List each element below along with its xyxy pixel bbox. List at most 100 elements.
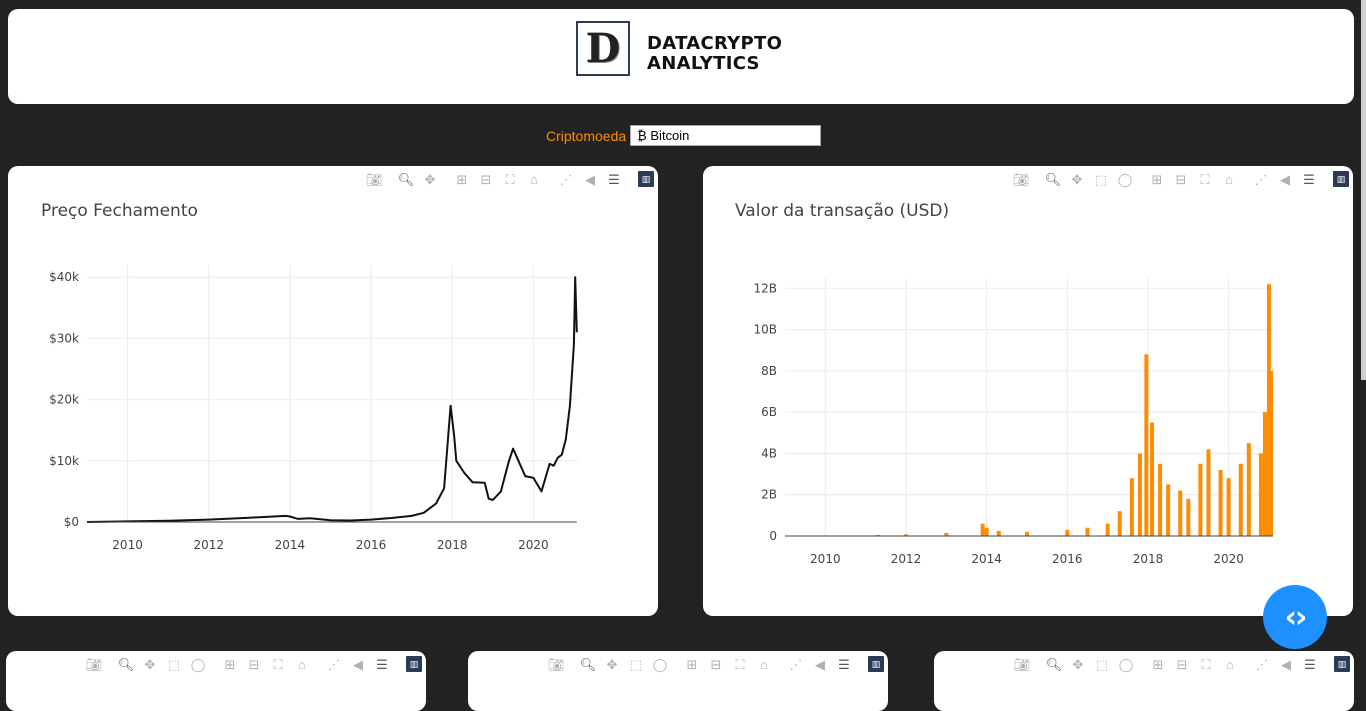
zoom-out-icon[interactable]: ⊟ — [710, 656, 722, 672]
transaction-bar[interactable] — [1117, 511, 1122, 536]
hover-closest-icon[interactable]: ◀ — [1280, 171, 1290, 187]
camera-icon[interactable]: 📷︎ — [547, 656, 565, 672]
zoom-in-icon[interactable]: ⊞ — [456, 171, 468, 187]
transaction-bar[interactable] — [1198, 463, 1203, 536]
spike-lines-icon[interactable]: ⋰ — [327, 656, 341, 672]
transaction-bar[interactable] — [1268, 370, 1273, 536]
zoom-in-icon[interactable]: ⊞ — [224, 656, 236, 672]
reset-axes-icon[interactable]: ⌂ — [1226, 656, 1234, 672]
transaction-bar[interactable] — [1206, 449, 1211, 536]
reset-axes-icon[interactable]: ⌂ — [760, 656, 768, 672]
transaction-bar[interactable] — [980, 523, 985, 536]
autoscale-icon[interactable]: ⛶ — [1200, 171, 1210, 187]
transaction-bar[interactable] — [1166, 484, 1171, 536]
plotly-logo-icon[interactable]: ▥ — [1334, 656, 1350, 672]
lasso-icon[interactable]: ◯ — [190, 656, 206, 672]
transaction-bar[interactable] — [996, 530, 1001, 536]
camera-icon[interactable]: 📷︎ — [1012, 171, 1030, 187]
transaction-bar[interactable] — [1105, 523, 1110, 536]
pan-icon[interactable]: ✥ — [1071, 171, 1083, 187]
reset-axes-icon[interactable]: ⌂ — [298, 656, 306, 672]
price-series-line[interactable] — [86, 276, 578, 523]
transaction-bar[interactable] — [944, 532, 949, 536]
autoscale-icon[interactable]: ⛶ — [735, 656, 745, 672]
plotly-logo-icon[interactable]: ▥ — [1333, 171, 1349, 187]
zoom-icon[interactable]: 🔍︎ — [579, 656, 597, 672]
zoom-icon[interactable]: 🔍︎ — [1044, 171, 1062, 187]
camera-icon[interactable]: 📷︎ — [85, 656, 103, 672]
transaction-bar[interactable] — [1065, 529, 1070, 536]
transaction-bar[interactable] — [1158, 463, 1163, 536]
x-tick-label: 2014 — [275, 538, 306, 552]
lasso-icon[interactable]: ◯ — [1117, 171, 1133, 187]
transaction-bar[interactable] — [1226, 478, 1231, 536]
zoom-in-icon[interactable]: ⊞ — [686, 656, 698, 672]
y-tick-label: 8B — [761, 364, 777, 378]
hover-closest-icon[interactable]: ◀ — [1281, 656, 1291, 672]
spike-lines-icon[interactable]: ⋰ — [559, 171, 573, 187]
hover-compare-icon[interactable]: ☰ — [608, 171, 620, 187]
transaction-bar[interactable] — [875, 534, 880, 536]
zoom-icon[interactable]: 🔍︎ — [117, 656, 135, 672]
transaction-bar[interactable] — [1266, 284, 1271, 536]
transaction-chart[interactable]: 2010 2012 2014 2016 2018 2020 0 2B 4B 6B 8B 10B 12B — [703, 166, 1353, 616]
zoom-in-icon[interactable]: ⊞ — [1151, 171, 1163, 187]
transaction-bar[interactable] — [1129, 478, 1134, 536]
zoom-out-icon[interactable]: ⊟ — [480, 171, 492, 187]
box-select-icon[interactable]: ⬚ — [1095, 656, 1109, 672]
camera-icon[interactable]: 📷︎ — [1013, 656, 1031, 672]
hover-closest-icon[interactable]: ◀ — [585, 171, 595, 187]
reset-axes-icon[interactable]: ⌂ — [530, 171, 538, 187]
hover-compare-icon[interactable]: ☰ — [1303, 171, 1315, 187]
zoom-in-icon[interactable]: ⊞ — [1152, 656, 1164, 672]
page-scrollbar[interactable] — [1361, 0, 1366, 380]
transaction-bar[interactable] — [1238, 463, 1243, 536]
hover-closest-icon[interactable]: ◀ — [353, 656, 363, 672]
transaction-bar[interactable] — [1218, 469, 1223, 536]
zoom-icon[interactable]: 🔍︎ — [397, 171, 415, 187]
reset-axes-icon[interactable]: ⌂ — [1225, 171, 1233, 187]
transaction-bar[interactable] — [903, 534, 908, 536]
hover-compare-icon[interactable]: ☰ — [376, 656, 388, 672]
hover-closest-icon[interactable]: ◀ — [815, 656, 825, 672]
transaction-bar[interactable] — [1246, 443, 1251, 536]
autoscale-icon[interactable]: ⛶ — [505, 171, 515, 187]
box-select-icon[interactable]: ⬚ — [1094, 171, 1108, 187]
spike-lines-icon[interactable]: ⋰ — [789, 656, 803, 672]
transaction-bar[interactable] — [1137, 453, 1142, 536]
pan-icon[interactable]: ✥ — [606, 656, 618, 672]
hover-compare-icon[interactable]: ☰ — [838, 656, 850, 672]
price-chart[interactable]: 2010 2012 2014 2016 2018 2020 $0 $10k $20k $30k $4… — [8, 166, 658, 616]
lasso-icon[interactable]: ◯ — [1118, 656, 1134, 672]
transaction-bar[interactable] — [1262, 412, 1267, 536]
pan-icon[interactable]: ✥ — [144, 656, 156, 672]
camera-icon[interactable]: 📷︎ — [365, 171, 383, 187]
spike-lines-icon[interactable]: ⋰ — [1255, 656, 1269, 672]
zoom-out-icon[interactable]: ⊟ — [1176, 656, 1188, 672]
crypto-dropdown[interactable]: ₿ Bitcoin — [630, 125, 822, 146]
plotly-logo-icon[interactable]: ▥ — [406, 656, 422, 672]
spike-lines-icon[interactable]: ⋰ — [1254, 171, 1268, 187]
transaction-bar[interactable] — [1024, 531, 1029, 536]
plotly-logo-icon[interactable]: ▥ — [638, 171, 654, 187]
code-toggle-button[interactable]: ‹› — [1263, 585, 1327, 649]
lasso-icon[interactable]: ◯ — [652, 656, 668, 672]
autoscale-icon[interactable]: ⛶ — [1201, 656, 1211, 672]
transaction-bar[interactable] — [1178, 490, 1183, 536]
transaction-bar[interactable] — [1144, 354, 1149, 536]
zoom-out-icon[interactable]: ⊟ — [248, 656, 260, 672]
pan-icon[interactable]: ✥ — [424, 171, 436, 187]
transaction-bar[interactable] — [1186, 498, 1191, 536]
hover-compare-icon[interactable]: ☰ — [1304, 656, 1316, 672]
transaction-bar[interactable] — [984, 527, 989, 536]
box-select-icon[interactable]: ⬚ — [629, 656, 643, 672]
transaction-bar[interactable] — [1150, 422, 1155, 536]
transaction-bar[interactable] — [1085, 527, 1090, 536]
zoom-out-icon[interactable]: ⊟ — [1175, 171, 1187, 187]
box-select-icon[interactable]: ⬚ — [167, 656, 181, 672]
plotly-logo-icon[interactable]: ▥ — [868, 656, 884, 672]
pan-icon[interactable]: ✥ — [1072, 656, 1084, 672]
autoscale-icon[interactable]: ⛶ — [273, 656, 283, 672]
transaction-bar[interactable] — [1258, 453, 1263, 536]
zoom-icon[interactable]: 🔍︎ — [1045, 656, 1063, 672]
